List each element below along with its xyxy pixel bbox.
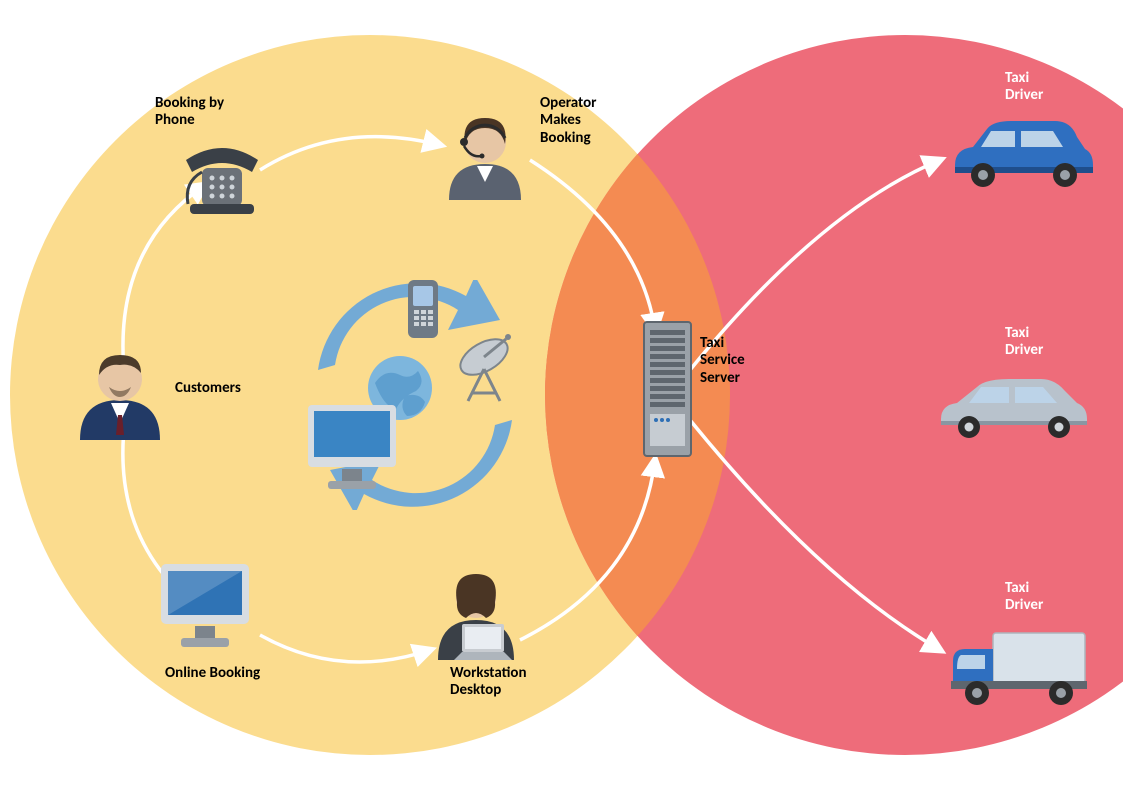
- workstation-icon: [430, 560, 525, 660]
- customers-label: Customers: [175, 380, 241, 397]
- online-booking-icon: [155, 560, 255, 655]
- taxi-driver-1-icon: [945, 115, 1095, 190]
- server-icon: [640, 320, 695, 460]
- center-tech-icon: [290, 280, 540, 510]
- phone-icon: [180, 142, 265, 217]
- taxi-driver-2-label: Taxi Driver: [1005, 325, 1043, 360]
- taxi-driver-3-icon: [945, 625, 1090, 710]
- online-booking-label: Online Booking: [165, 665, 260, 682]
- diagram-stage: Customers Booking by Phone Oper: [0, 0, 1123, 794]
- taxi-driver-3-label: Taxi Driver: [1005, 580, 1043, 615]
- phone-label: Booking by Phone: [155, 95, 224, 130]
- workstation-label: Workstation Desktop: [450, 665, 527, 700]
- server-label: Taxi Service Server: [700, 335, 745, 387]
- operator-icon: [445, 110, 525, 200]
- taxi-driver-2-icon: [935, 375, 1090, 440]
- operator-label: Operator Makes Booking: [540, 95, 596, 147]
- taxi-driver-1-label: Taxi Driver: [1005, 70, 1043, 105]
- customers-icon: [75, 345, 165, 440]
